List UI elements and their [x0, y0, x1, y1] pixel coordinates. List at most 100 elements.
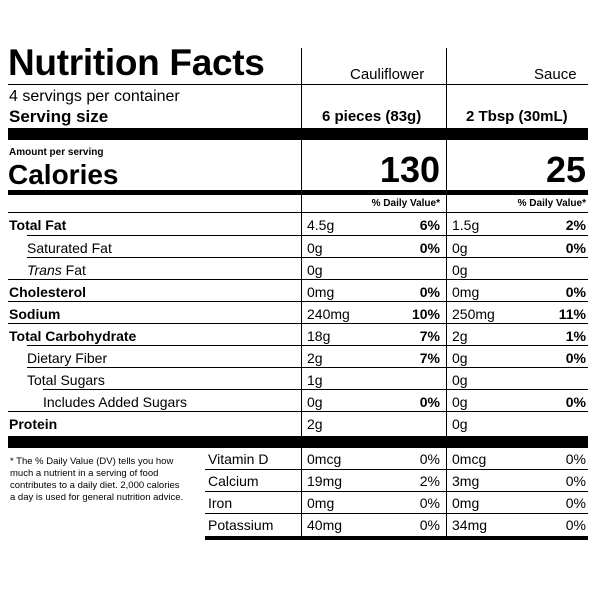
nutrient-daily-value: 6% — [419, 217, 440, 233]
nutrient-value: 0g — [307, 394, 323, 410]
mineral-label: Calcium — [208, 473, 259, 489]
mineral-row-separator — [205, 513, 588, 514]
nutrient-daily-value: 0% — [419, 284, 440, 300]
amount-per-serving: Amount per serving — [9, 147, 104, 158]
calories-label: Calories — [8, 159, 119, 190]
nutrient-value: 0g — [307, 262, 323, 278]
nutrient-daily-value: 11% — [558, 306, 586, 322]
nutrient-daily-value: 0% — [419, 394, 440, 410]
row-separator — [8, 279, 588, 280]
mineral-daily-value: 0% — [419, 517, 440, 533]
nutrient-label-italic: Trans — [27, 262, 62, 278]
nutrient-daily-value: 7% — [419, 328, 440, 344]
nutrient-daily-value: 0% — [565, 394, 586, 410]
nutrient-daily-value: 7% — [419, 350, 440, 366]
nutrient-label: Total Fat — [9, 217, 67, 233]
nutrient-label: Saturated Fat — [27, 240, 112, 256]
serving-size-label: Serving size — [9, 107, 109, 126]
nutrient-daily-value: 2% — [565, 217, 586, 233]
nutrient-value: 240mg — [307, 306, 350, 322]
row-separator — [8, 301, 588, 302]
nutrient-value: 0g — [452, 394, 468, 410]
mineral-label: Vitamin D — [208, 451, 269, 467]
servings-per-container: 4 servings per container — [9, 88, 180, 105]
mineral-daily-value: 0% — [565, 473, 586, 489]
mineral-daily-value: 0% — [565, 495, 586, 511]
nutrient-label: Dietary Fiber — [27, 350, 108, 366]
mineral-value: 34mg — [452, 517, 488, 533]
nutrient-label: Protein — [9, 416, 58, 432]
title-underline — [8, 84, 588, 85]
nutrient-value: 0g — [452, 372, 468, 388]
row-separator — [8, 411, 588, 412]
nutrient-daily-value: 1% — [565, 328, 586, 344]
mineral-value: 0mcg — [452, 451, 487, 467]
calories-sauce: 25 — [545, 149, 586, 190]
dv-header-sauce: % Daily Value* — [517, 198, 586, 209]
thick-bar-bottom — [8, 436, 588, 448]
mineral-row-separator — [205, 469, 588, 470]
nutrient-value: 0g — [452, 350, 468, 366]
title: Nutrition Facts — [8, 42, 265, 83]
nutrient-daily-value: 0% — [565, 350, 586, 366]
nutrient-label: Cholesterol — [9, 284, 87, 300]
nutrient-label: Includes Added Sugars — [43, 394, 187, 410]
mineral-value: 19mg — [307, 473, 343, 489]
nutrient-daily-value: 10% — [411, 306, 440, 322]
nutrient-value: 0g — [452, 262, 468, 278]
medium-bar — [8, 190, 588, 195]
nutrient-daily-value: 0% — [419, 240, 440, 256]
row-separator — [27, 257, 588, 258]
column-name-cauliflower: Cauliflower — [350, 66, 425, 83]
row-separator — [27, 345, 588, 346]
row-separator — [43, 389, 588, 390]
mineral-daily-value: 0% — [565, 517, 586, 533]
serving-size-cauliflower: 6 pieces (83g) — [322, 108, 422, 125]
nutrient-value: 250mg — [452, 306, 495, 322]
mineral-value: 0mg — [307, 495, 335, 511]
nutrient-label: Total Sugars — [27, 372, 105, 388]
nutrient-value: 0g — [452, 240, 468, 256]
row-separator — [27, 367, 588, 368]
serving-size-sauce: 2 Tbsp (30mL) — [466, 108, 568, 125]
nutrient-value: 0mg — [307, 284, 335, 300]
nutrient-label: Trans Fat — [27, 263, 86, 277]
row-separator — [27, 235, 588, 236]
mineral-daily-value: 0% — [419, 451, 440, 467]
row-separator — [8, 212, 588, 213]
nutrient-value: 1.5g — [452, 217, 480, 233]
mineral-daily-value: 0% — [419, 495, 440, 511]
nutrient-value: 2g — [307, 416, 323, 432]
nutrient-label-rest: Fat — [61, 262, 86, 278]
column-name-sauce: Sauce — [534, 66, 577, 83]
nutrient-value: 0g — [307, 240, 323, 256]
thick-bar-top — [8, 128, 588, 140]
mineral-row-separator — [205, 491, 588, 492]
footnote: * The % Daily Value (DV) tells you how m… — [10, 456, 184, 503]
col-divider-1 — [301, 48, 302, 540]
mineral-value: 0mcg — [307, 451, 342, 467]
nutrient-label: Total Carbohydrate — [9, 328, 137, 344]
nutrient-value: 0g — [452, 416, 468, 432]
nutrient-value: 2g — [452, 328, 468, 344]
calories-cauliflower: 130 — [379, 149, 440, 190]
dv-header-cauliflower: % Daily Value* — [371, 198, 440, 209]
nutrient-value: 4.5g — [307, 217, 335, 233]
nutrient-value: 1g — [307, 372, 323, 388]
mineral-value: 3mg — [452, 473, 480, 489]
mineral-daily-value: 0% — [565, 451, 586, 467]
nutrient-value: 0mg — [452, 284, 480, 300]
nutrient-daily-value: 0% — [565, 240, 586, 256]
mineral-value: 0mg — [452, 495, 480, 511]
nutrient-value: 18g — [307, 328, 331, 344]
nutrient-daily-value: 0% — [565, 284, 586, 300]
bottom-bar — [205, 536, 588, 540]
mineral-label: Iron — [208, 495, 233, 511]
nutrient-value: 2g — [307, 350, 323, 366]
col-divider-2 — [446, 48, 447, 540]
mineral-value: 40mg — [307, 517, 343, 533]
row-separator — [8, 323, 588, 324]
mineral-daily-value: 2% — [419, 473, 440, 489]
nutrient-label: Sodium — [9, 306, 61, 322]
mineral-label: Potassium — [208, 517, 274, 533]
